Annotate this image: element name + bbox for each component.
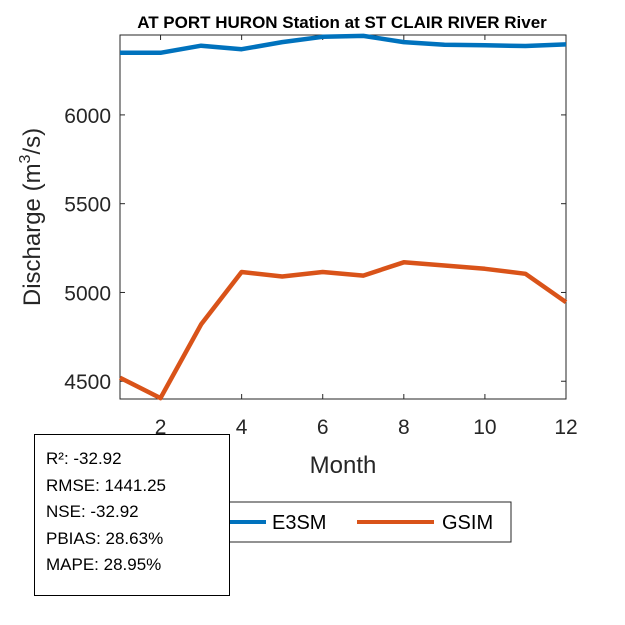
series-line-e3sm [120, 33, 567, 56]
series-line-gsim [118, 260, 568, 401]
ticks-layer: 2 4 6 8 10 12 4500 5000 5500 6000 [64, 35, 578, 439]
plot-area [119, 34, 567, 400]
y-axis-label: Discharge (m3/s) [17, 128, 46, 306]
legend-label-e3sm: E3SM [272, 512, 326, 534]
stat-r2: R²: -32.92 [46, 449, 122, 468]
y-tick-label: 6000 [64, 105, 111, 128]
x-tick-label: 8 [398, 416, 410, 439]
stat-mape: MAPE: 28.95% [46, 555, 162, 574]
chart-title: AT PORT HURON Station at ST CLAIR RIVER … [137, 13, 547, 32]
legend: E3SM GSIM [214, 501, 512, 543]
y-tick-label: 5500 [64, 194, 111, 217]
stats-box: R²: -32.92 RMSE: 1441.25 NSE: -32.92 PBI… [34, 434, 230, 596]
stat-pbias: PBIAS: 28.63% [46, 528, 164, 548]
x-axis-label: Month [310, 452, 377, 479]
stat-nse: NSE: -32.92 [46, 502, 139, 521]
y-tick-label: 4500 [64, 371, 111, 394]
y-tick-label: 5000 [64, 282, 111, 305]
x-tick-label: 6 [317, 416, 329, 439]
x-tick-label: 4 [236, 416, 248, 439]
legend-label-gsim: GSIM [442, 512, 493, 534]
x-tick-label: 10 [473, 416, 496, 439]
x-tick-label: 12 [554, 416, 577, 439]
x-tick-label: 2 [155, 416, 167, 439]
stat-rmse: RMSE: 1441.25 [46, 475, 167, 495]
series-layer [118, 33, 568, 401]
